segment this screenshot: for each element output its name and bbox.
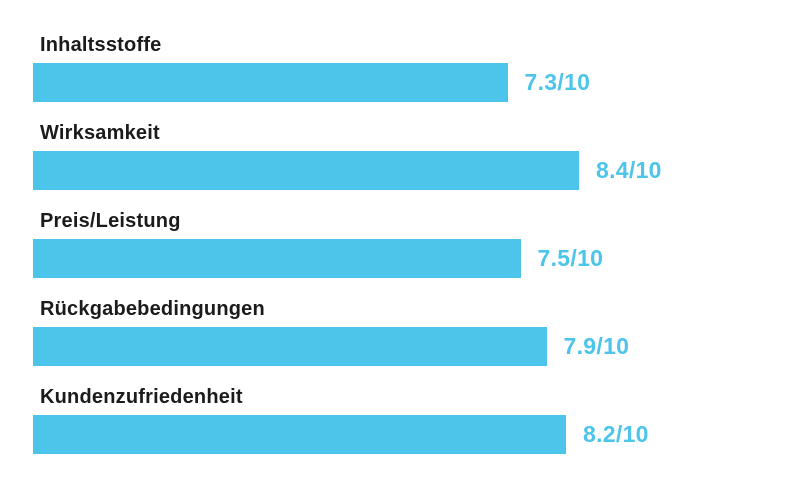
bar-value-label: 7.9/10	[563, 333, 630, 359]
category-label: Inhaltsstoffe	[40, 34, 162, 56]
category-label: Rückgabebedingungen	[40, 298, 265, 320]
bar-fill	[33, 239, 521, 278]
bar-fill	[33, 63, 508, 102]
bar-line: 8.2/10	[33, 415, 800, 454]
bar-value-label: 8.2/10	[583, 421, 649, 447]
bar-line: 8.4/10	[33, 151, 800, 190]
bar-value-label: 7.3/10	[524, 69, 591, 95]
rating-row: Inhaltsstoffe 7.3/10	[33, 33, 800, 102]
category-label: Wirksamkeit	[40, 122, 160, 144]
rating-row: Rückgabebedingungen 7.9/10	[33, 297, 800, 366]
bar-value-label: 7.5/10	[537, 245, 604, 271]
category-label: Preis/Leistung	[40, 210, 181, 232]
bar-line: 7.5/10	[33, 239, 800, 278]
bar-line: 7.9/10	[33, 327, 800, 366]
bar-fill	[33, 327, 547, 366]
rating-row: Kundenzufriedenheit 8.2/10	[33, 385, 800, 454]
rating-row: Wirksamkeit 8.4/10	[33, 121, 800, 190]
rating-row: Preis/Leistung 7.5/10	[33, 209, 800, 278]
bar-line: 7.3/10	[33, 63, 800, 102]
bar-value-label: 8.4/10	[596, 157, 662, 183]
bar-fill	[33, 415, 566, 454]
bar-fill	[33, 151, 579, 190]
category-label: Kundenzufriedenheit	[40, 386, 243, 408]
